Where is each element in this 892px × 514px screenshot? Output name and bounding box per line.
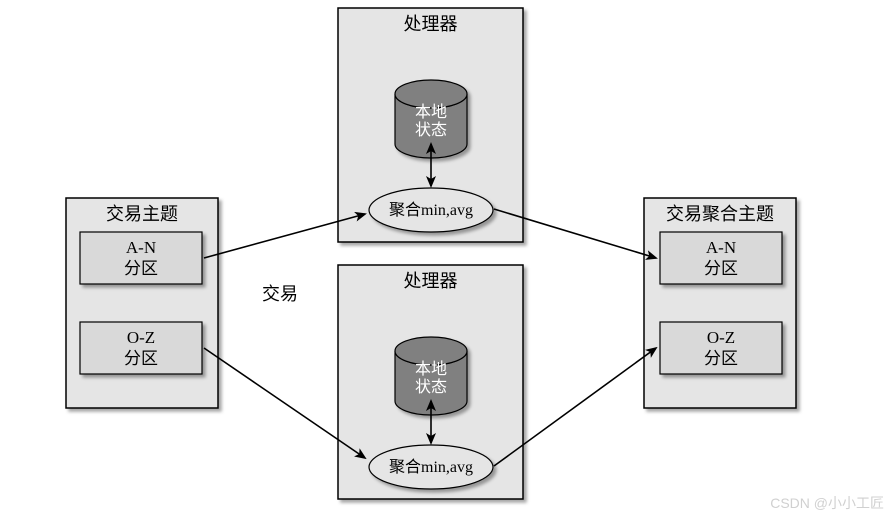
db-label-2: 状态 [415,378,447,396]
sink-topic-panel-partition-1: O-Z 分区 [660,322,782,374]
partition-label: 分区 [124,349,158,368]
db-label-2: 状态 [415,121,447,139]
source-topic-panel: 交易主题 A-N 分区 O-Z 分区 [66,198,218,408]
diagram-canvas: 交易主题A-N分区O-Z分区交易聚合主题A-N分区O-Z分区处理器本地状态聚合m… [0,0,892,514]
partition-range: A-N [126,238,156,257]
partition-label: 分区 [704,349,738,368]
processor-title: 处理器 [404,271,458,291]
processor-title: 处理器 [404,14,458,34]
source-topic-panel-title: 交易主题 [106,204,178,224]
db-label-1: 本地 [415,360,447,378]
sink-topic-panel-partition-0: A-N 分区 [660,232,782,284]
processor-panel-0: 处理器本地状态聚合min,avg [338,8,523,242]
aggregate-node: 聚合min,avg [369,188,493,232]
source-topic-panel-partition-0: A-N 分区 [80,232,202,284]
flow-label: 交易 [262,284,298,304]
source-topic-panel-partition-1: O-Z 分区 [80,322,202,374]
processor-panel-1: 处理器本地状态聚合min,avg [338,265,523,499]
db-label-1: 本地 [415,103,447,121]
partition-range: O-Z [127,328,155,347]
sink-topic-panel: 交易聚合主题 A-N 分区 O-Z 分区 [644,198,796,408]
aggregate-node: 聚合min,avg [369,445,493,489]
aggregate-label: 聚合min,avg [389,458,473,476]
partition-range: A-N [706,238,736,257]
partition-label: 分区 [124,259,158,278]
aggregate-label: 聚合min,avg [389,201,473,219]
sink-topic-panel-title: 交易聚合主题 [666,204,774,224]
watermark-text: CSDN @小小工匠 [770,495,884,511]
partition-range: O-Z [707,328,735,347]
partition-label: 分区 [704,259,738,278]
